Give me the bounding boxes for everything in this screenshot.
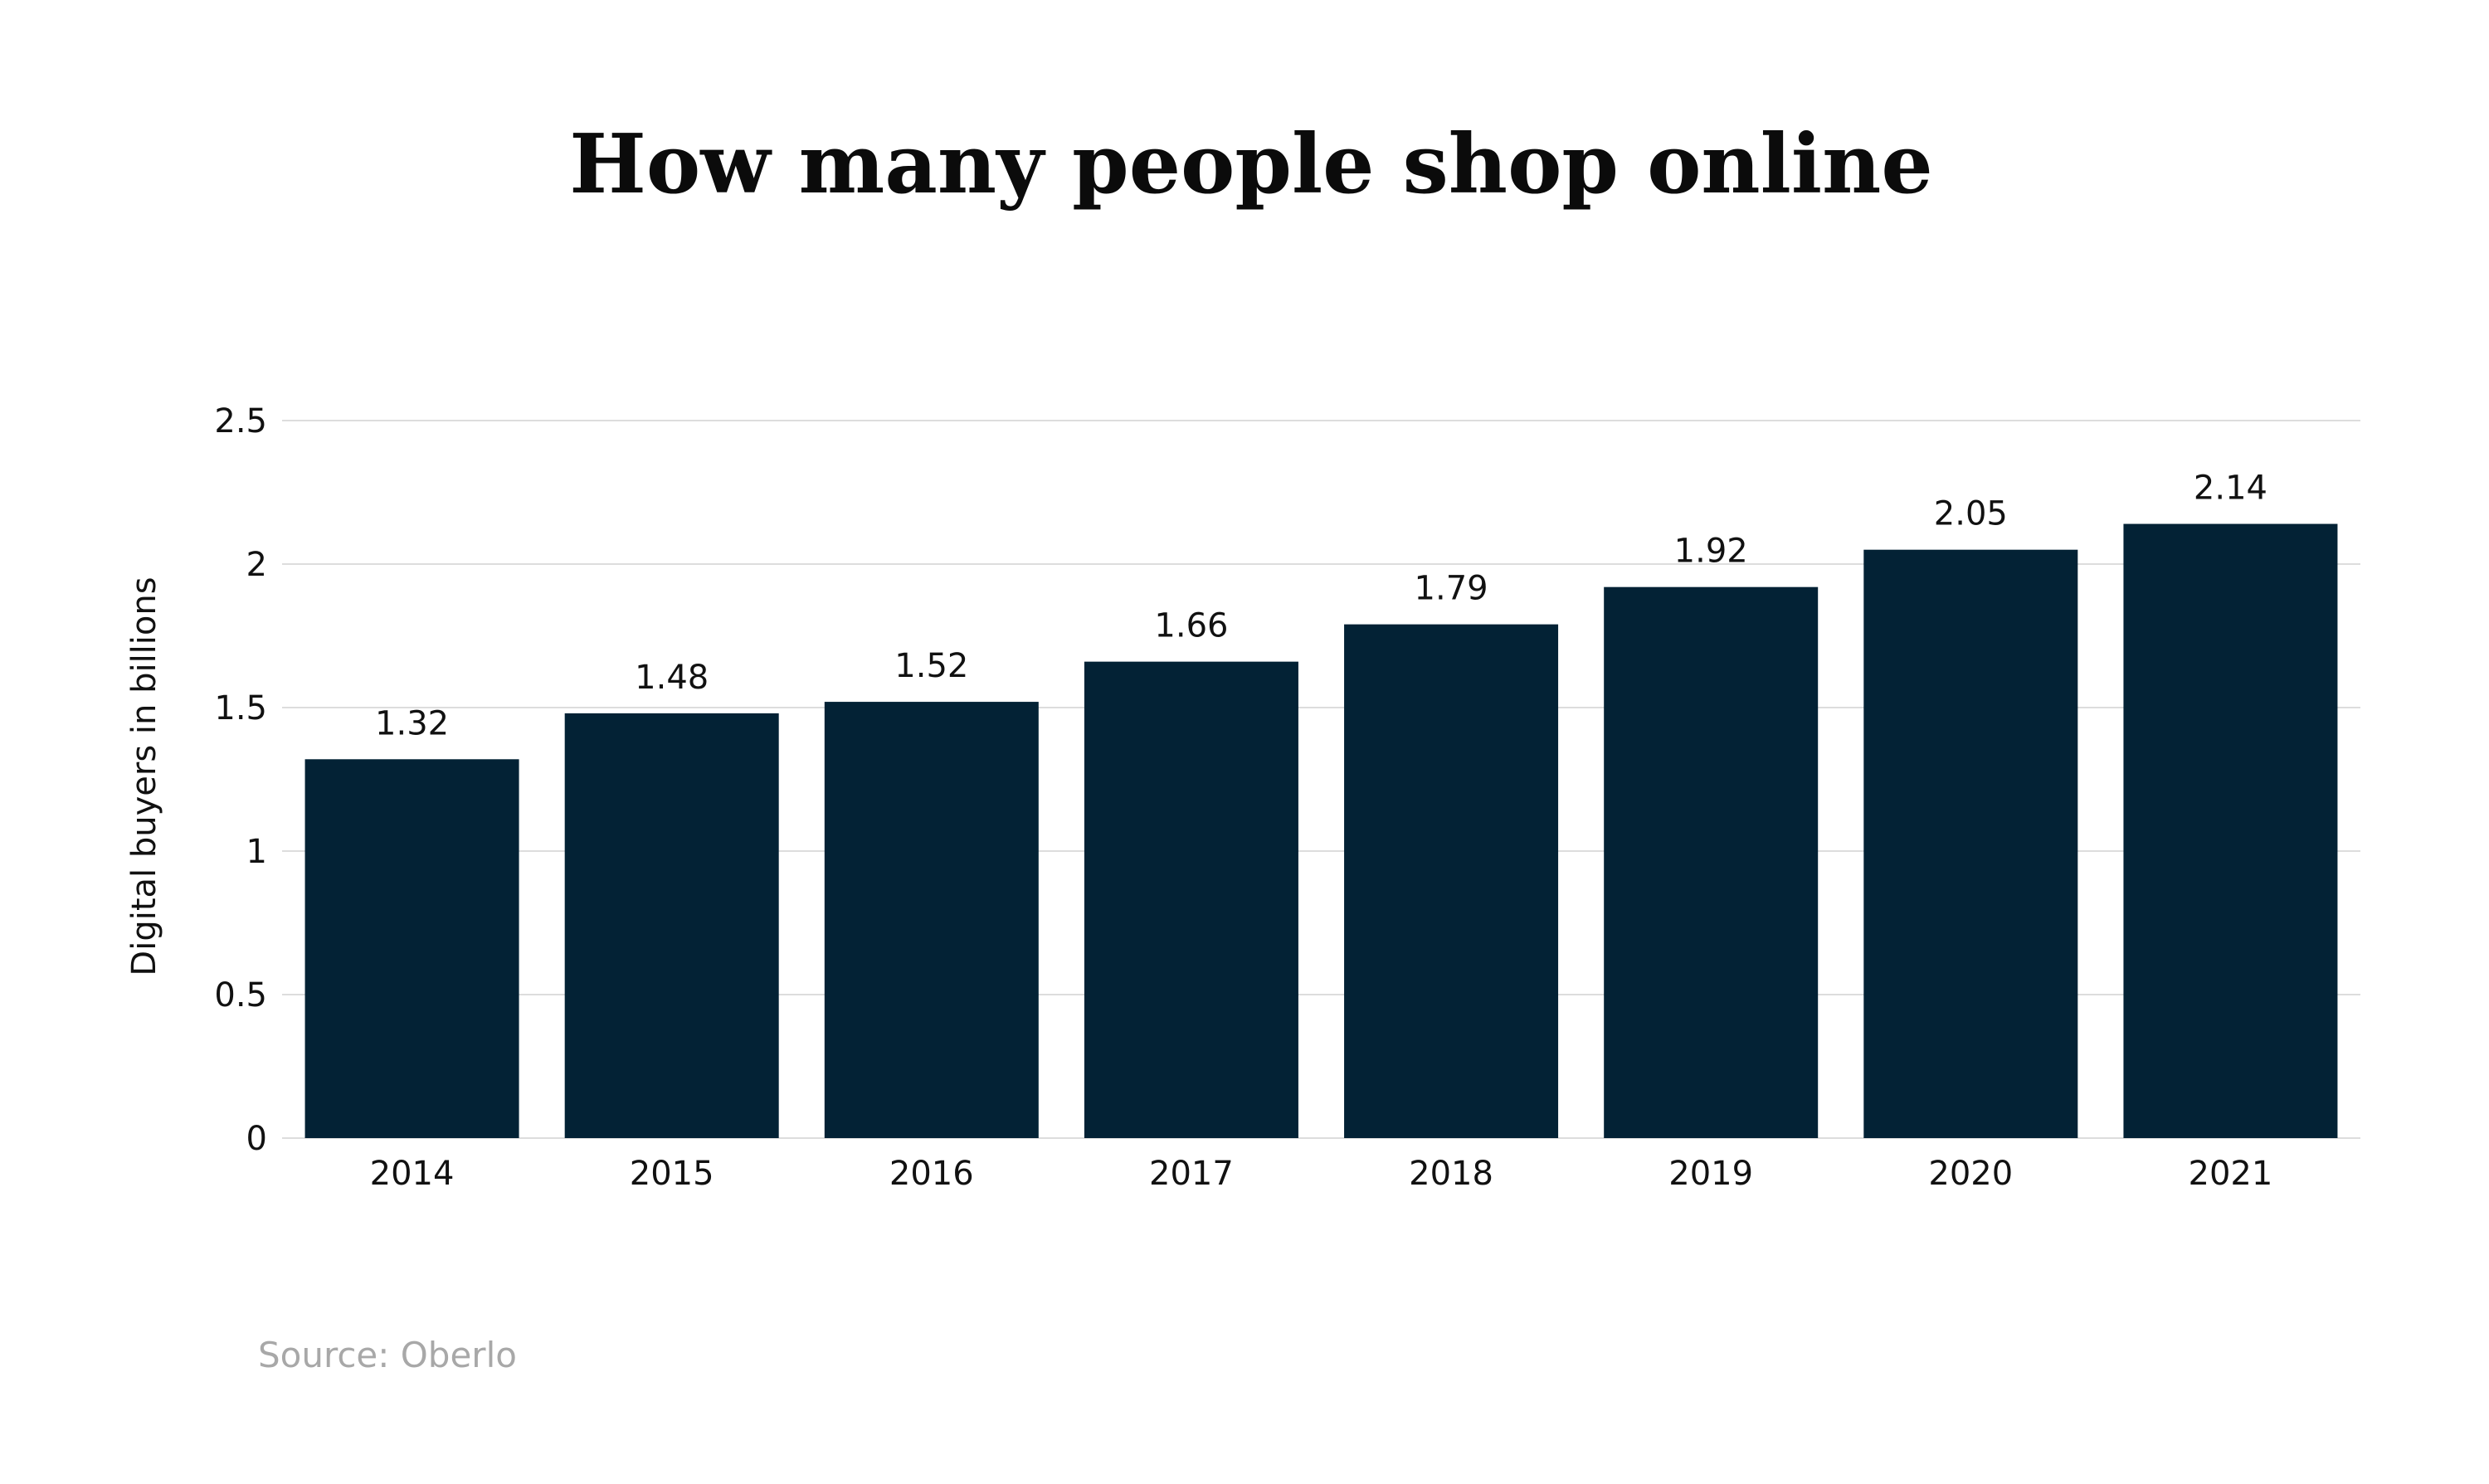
bar-2020 (1863, 549, 2078, 1138)
bar-2019 (1604, 586, 1819, 1138)
x-tick-label: 2017 (1149, 1155, 1234, 1193)
x-tick-label: 2021 (2189, 1155, 2273, 1193)
data-label-2018: 1.79 (1415, 570, 1488, 608)
data-label-2014: 1.32 (375, 704, 449, 742)
x-tick-label: 2020 (1928, 1155, 2013, 1193)
y-axis-label: Digital buyers in billions (125, 577, 163, 976)
x-tick-label: 2014 (370, 1155, 455, 1193)
data-label-2021: 2.14 (2194, 470, 2267, 508)
y-axis-ticks: 0 0.5 1 1.5 2 2.5 (214, 402, 267, 1158)
data-label-2016: 1.52 (894, 647, 968, 685)
data-label-2017: 1.66 (1154, 607, 1228, 645)
y-tick-label: 1 (246, 833, 267, 871)
bars (304, 523, 2338, 1138)
bar-2014 (304, 759, 519, 1138)
y-tick-label: 2.5 (214, 402, 267, 440)
source-note: Source: Oberlo (258, 1335, 517, 1375)
chart-title: How many people shop online (569, 117, 1933, 212)
data-label-2019: 1.92 (1674, 533, 1748, 571)
x-tick-label: 2018 (1409, 1155, 1493, 1193)
x-tick-label: 2016 (889, 1155, 974, 1193)
y-tick-label: 0.5 (214, 976, 267, 1014)
x-tick-label: 2019 (1668, 1155, 1753, 1193)
y-tick-label: 0 (246, 1120, 267, 1158)
y-tick-label: 1.5 (214, 689, 267, 727)
data-label-2015: 1.48 (635, 659, 709, 697)
x-axis-ticks: 2014 2015 2016 2017 2018 2019 2020 2021 (370, 1155, 2273, 1193)
bar-2018 (1344, 624, 1559, 1138)
bar-2021 (2123, 523, 2338, 1138)
data-labels: 1.32 1.48 1.52 1.66 1.79 1.92 2.05 2.14 (375, 470, 2267, 743)
y-tick-label: 2 (246, 546, 267, 584)
data-label-2020: 2.05 (1934, 495, 2008, 533)
x-tick-label: 2015 (630, 1155, 714, 1193)
bar-2016 (824, 702, 1039, 1138)
bar-2017 (1084, 661, 1298, 1138)
bar-2015 (564, 713, 779, 1138)
